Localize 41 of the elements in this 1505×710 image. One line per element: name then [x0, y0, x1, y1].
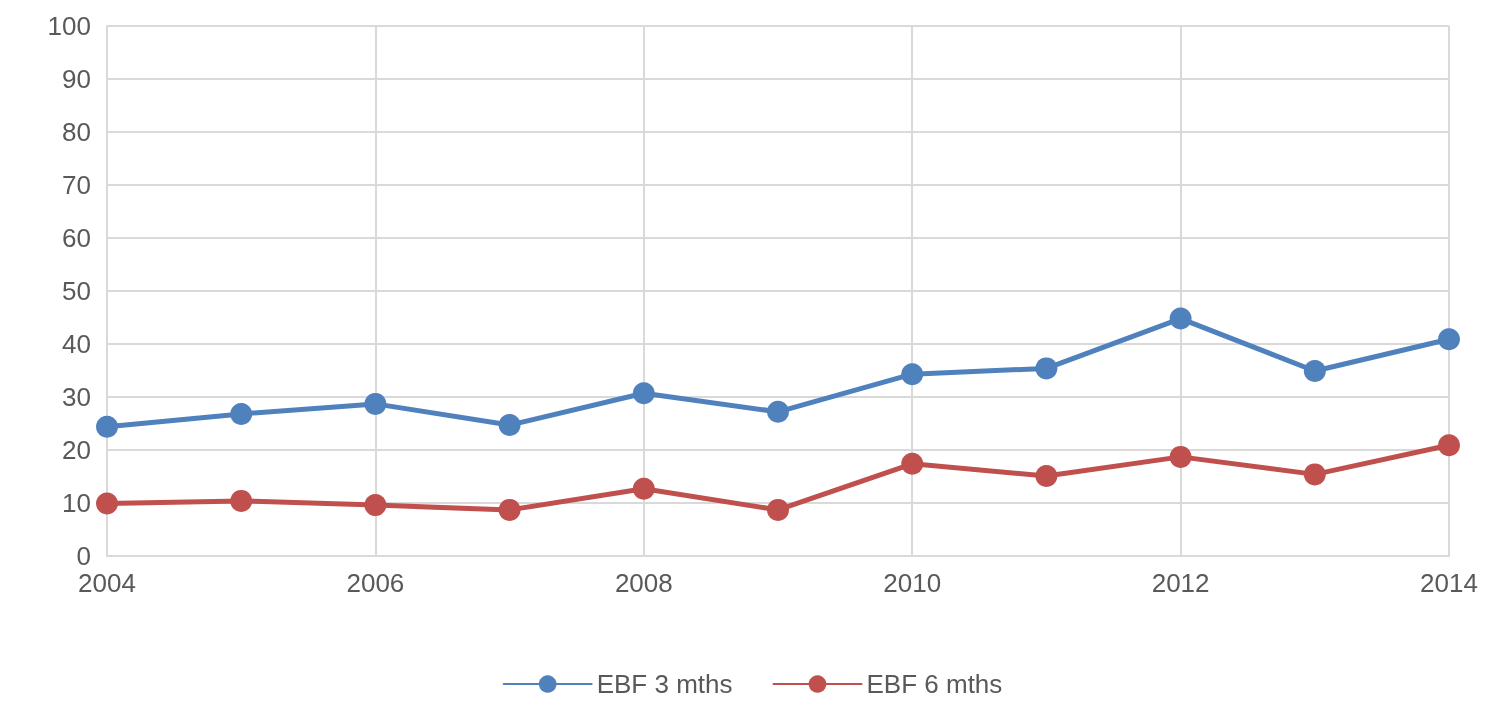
point	[1303, 360, 1326, 383]
x-tick-label: 2006	[346, 568, 405, 598]
point	[230, 402, 253, 425]
point	[767, 400, 789, 423]
y-tick-label: 70	[62, 170, 91, 200]
y-tick-label: 60	[62, 223, 91, 253]
point	[230, 489, 253, 512]
point	[632, 477, 655, 500]
x-tick-label: 2014	[1420, 568, 1478, 598]
x-tick-label: 2008	[614, 568, 673, 598]
point	[1035, 464, 1058, 487]
y-tick-label: 100	[47, 11, 91, 41]
point	[901, 363, 924, 386]
point	[96, 492, 118, 515]
point	[498, 498, 521, 521]
point	[767, 498, 789, 521]
y-tick-label: 30	[62, 382, 91, 412]
y-tick-label: 50	[62, 276, 91, 306]
x-tick-label: 2012	[1151, 568, 1210, 598]
y-tick-label: 90	[62, 64, 91, 94]
point	[364, 392, 387, 415]
point	[498, 414, 521, 437]
point	[901, 452, 924, 475]
point	[1303, 463, 1326, 486]
point	[1438, 328, 1460, 351]
point	[364, 494, 387, 517]
x-tick-label: 2010	[883, 568, 942, 598]
point	[1169, 445, 1192, 468]
x-tick-label: 2004	[78, 568, 136, 598]
point	[1169, 307, 1192, 330]
point	[1438, 434, 1460, 457]
point	[1035, 357, 1058, 380]
y-tick-label: 80	[62, 117, 91, 147]
y-tick-label: 0	[76, 541, 91, 571]
y-tick-label: 10	[62, 488, 91, 518]
point	[96, 415, 118, 438]
legend-label: EBF 6 mths	[866, 669, 1003, 699]
legend-label: EBF 3 mths	[596, 669, 733, 699]
y-tick-label: 20	[62, 435, 91, 465]
y-tick-label: 40	[62, 329, 91, 359]
point	[632, 382, 655, 405]
